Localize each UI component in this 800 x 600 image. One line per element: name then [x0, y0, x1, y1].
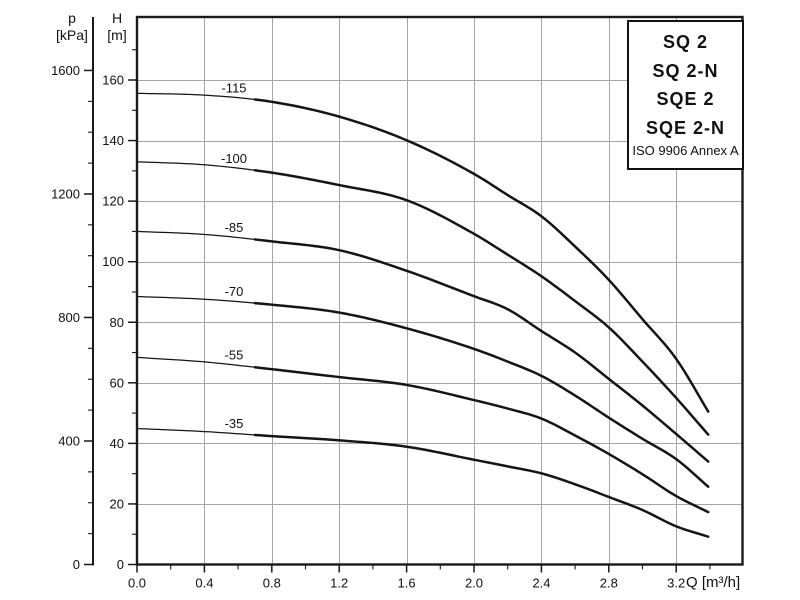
curve--35-thick [253, 433, 710, 538]
legend-box: SQ 2 SQ 2-N SQE 2 SQE 2-N ISO 9906 Annex… [627, 20, 744, 170]
flow-axis-tick-label: 2.8 [600, 576, 618, 591]
curve--100-thin [136, 161, 256, 171]
legend-model-2: SQ 2-N [652, 60, 719, 81]
head-axis-title: H [m] [90, 10, 144, 44]
flow-axis-tick-label: 3.2 [667, 576, 685, 591]
flow-axis-tick-label: 1.2 [330, 576, 348, 591]
curve--55-thick [253, 366, 710, 514]
curve--70-thick [253, 301, 710, 488]
head-axis-tick-label: 60 [110, 375, 124, 390]
head-axis-tick-label: 140 [102, 133, 124, 148]
legend-model-1: SQ 2 [662, 32, 709, 52]
pressure-axis-tick-label: 400 [58, 433, 80, 448]
pressure-axis-symbol: p [68, 10, 76, 26]
head-axis-unit: [m] [107, 27, 127, 43]
head-axis-symbol: H [111, 10, 123, 26]
curve--85-thin [136, 230, 256, 241]
curve--70-thin [136, 295, 256, 304]
head-axis-tick-label: 100 [102, 254, 124, 269]
head-axis-tick-label: 40 [110, 436, 124, 451]
flow-axis-tick-label: 1.6 [398, 576, 416, 591]
curve--115-thin [136, 92, 256, 101]
curve--115-thick [253, 98, 710, 413]
legend-standard: ISO 9906 Annex A [632, 143, 739, 158]
pressure-axis-unit: [kPa] [56, 27, 88, 43]
flow-axis-tick-label: 0.4 [195, 576, 213, 591]
head-axis-tick-label: 160 [102, 73, 124, 88]
flow-axis-tick-label: 2.4 [532, 576, 550, 591]
curve-label--70: -70 [225, 284, 244, 299]
flow-axis-tick-label: 0.0 [128, 576, 146, 591]
curve--35-thin [136, 427, 255, 436]
pressure-axis-title: p [kPa] [39, 10, 105, 44]
head-axis-tick-label: 20 [110, 496, 124, 511]
flow-axis-tick-label: 2.0 [465, 576, 483, 591]
flow-axis-tick-label: 0.8 [263, 576, 281, 591]
legend-model-3: SQE 2 [656, 89, 715, 109]
head-axis-tick-label: 80 [110, 315, 124, 330]
pressure-axis-tick-label: 1200 [51, 186, 80, 201]
head-axis-tick-label: 120 [102, 194, 124, 209]
pressure-axis-tick-label: 800 [58, 310, 80, 325]
curve--85-thick [253, 238, 710, 463]
curve-label--100: -100 [221, 151, 247, 166]
legend-model-4: SQE 2-N [645, 117, 726, 138]
pressure-axis-tick-label: 0 [73, 557, 80, 572]
curve-label--115: -115 [221, 81, 246, 96]
curve-label--85: -85 [225, 220, 244, 235]
curve-label--35: -35 [225, 416, 244, 431]
head-axis-tick-label: 0 [117, 557, 124, 572]
pressure-axis-tick-label: 1600 [51, 63, 80, 78]
flow-axis-title: Q [m³/h] [686, 574, 741, 591]
curve--55-thin [136, 356, 256, 368]
curve-label--55: -55 [225, 348, 244, 363]
curve--100-thick [253, 169, 710, 436]
